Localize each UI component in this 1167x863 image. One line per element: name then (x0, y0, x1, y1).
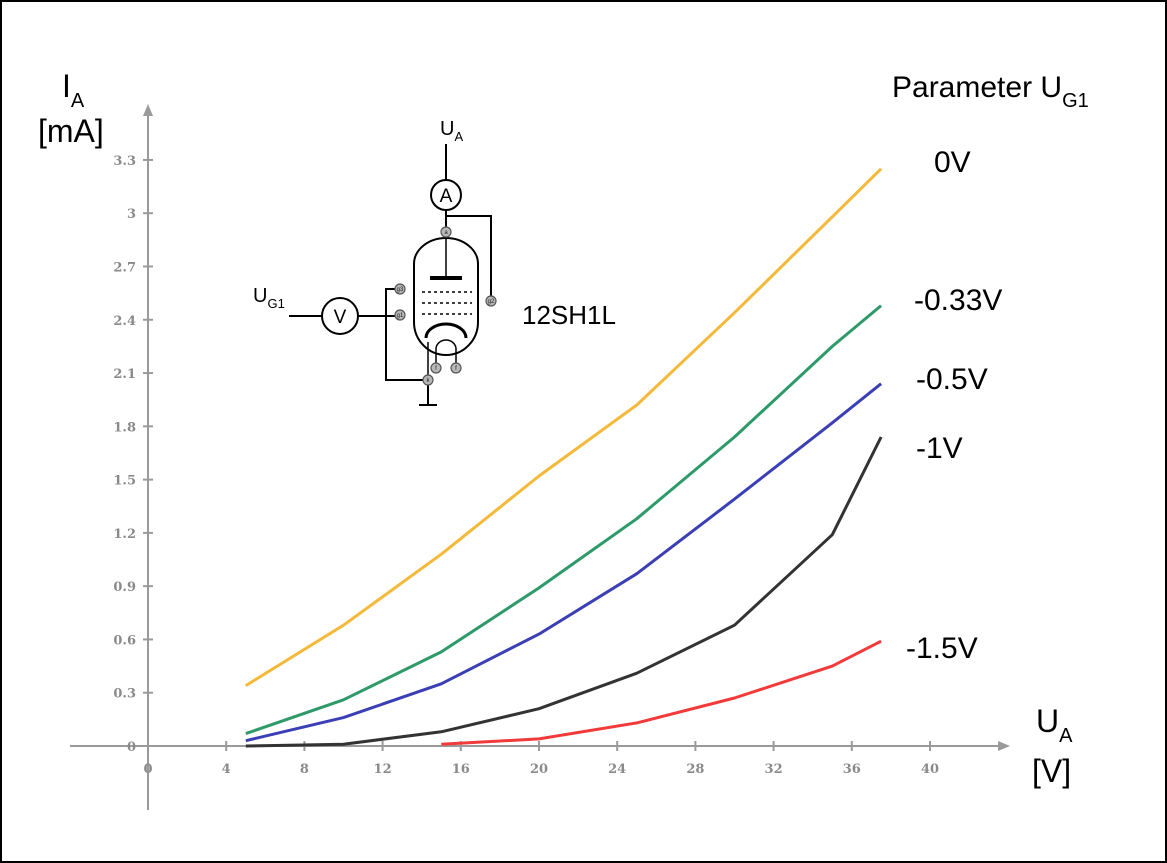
series-label-5: -1.5V (906, 632, 978, 665)
x-tick-label: 4 (222, 762, 231, 777)
pin-heater-1 (430, 362, 442, 374)
y-tick-label: 0 (127, 740, 136, 755)
series-lines (245, 167, 883, 748)
ammeter-letter: A (440, 186, 453, 207)
circuit-diagram: UA A UG1 V a g2 (253, 118, 616, 406)
x-tick-label: 20 (530, 762, 548, 777)
y-axis-arrow (143, 104, 153, 116)
pin-anode-label: a (444, 230, 448, 236)
series-line-4 (245, 436, 883, 748)
series-label-4: -1V (916, 432, 963, 465)
x-tick-label: 0 (143, 762, 152, 777)
y-tick-label: 2.4 (113, 314, 136, 329)
y-tick-group: 0 0.3 0.6 0.9 1.2 1.5 1.8 2.1 2.4 2.7 3 3.3 (113, 154, 153, 755)
y-tick-label: 3 (127, 207, 136, 222)
legend-title: Parameter UG1 (892, 71, 1089, 112)
pin-heater-2-label: f (455, 366, 457, 372)
heater-filament (435, 339, 457, 364)
y-tick-label: 0.3 (113, 687, 136, 702)
series-label-3: -0.5V (916, 363, 988, 396)
pin-screen-grid (485, 295, 497, 307)
x-tick-label: 24 (608, 762, 626, 777)
pin-anode (440, 226, 452, 238)
x-axis-title: UA (1036, 703, 1073, 747)
x-tick-label: 12 (374, 762, 392, 777)
axes (70, 104, 1010, 810)
series-labels: 0V -0.33V -0.5V -1V -1.5V (906, 146, 1002, 665)
x-tick-label: 36 (843, 762, 861, 777)
tube-type-label: 12SH1L (522, 300, 616, 330)
series-label-2: -0.33V (914, 284, 1002, 317)
tube-pins: a g2 g1 g3 k f f (394, 226, 497, 386)
pin-cathode (422, 374, 434, 386)
voltmeter-letter: V (334, 307, 347, 328)
pin-cathode-label: k (427, 378, 431, 384)
pin-screen-grid-label: g2 (488, 299, 495, 305)
x-tick-label: 8 (300, 762, 309, 777)
y-tick-label: 0.9 (113, 580, 136, 595)
x-axis-unit: [V] (1032, 753, 1071, 789)
x-tick-label: 32 (765, 762, 783, 777)
y-tick-label: 1.5 (113, 474, 136, 489)
x-axis-arrow (998, 741, 1010, 751)
pin-heater-1-label: f (435, 366, 437, 372)
series-line-2 (245, 304, 883, 736)
y-tick-label: 1.8 (113, 420, 136, 435)
x-tick-label: 28 (686, 762, 704, 777)
series-label-1: 0V (934, 146, 971, 179)
cathode-tie-wire (385, 288, 428, 381)
series-line-5 (441, 639, 882, 746)
screen-grid-wire (446, 215, 492, 296)
x-tick-label: 16 (452, 762, 470, 777)
series-line-1 (245, 167, 883, 687)
y-axis-unit: [mA] (38, 113, 104, 149)
y-tick-label: 0.6 (113, 633, 136, 648)
cathode-arc (424, 322, 468, 339)
pin-heater-2 (450, 362, 462, 374)
y-axis-title: IA (62, 68, 85, 112)
y-tick-label: 3.3 (113, 154, 136, 169)
pin-suppressor-grid-label: g3 (397, 287, 404, 293)
x-tick-group: 0 4 8 12 16 20 24 28 32 36 40 (143, 741, 939, 777)
series-line-3 (245, 382, 883, 743)
anode-supply-label: UA (440, 118, 463, 144)
grid-supply-label: UG1 (253, 285, 285, 311)
pin-control-grid (394, 309, 406, 321)
pin-suppressor-grid (394, 283, 406, 295)
y-tick-label: 2.1 (113, 367, 136, 382)
tube-envelope (413, 237, 479, 356)
x-tick-label: 40 (921, 762, 939, 777)
y-tick-label: 2.7 (113, 260, 136, 275)
y-tick-label: 1.2 (113, 527, 136, 542)
pin-control-grid-label: g1 (397, 313, 404, 319)
